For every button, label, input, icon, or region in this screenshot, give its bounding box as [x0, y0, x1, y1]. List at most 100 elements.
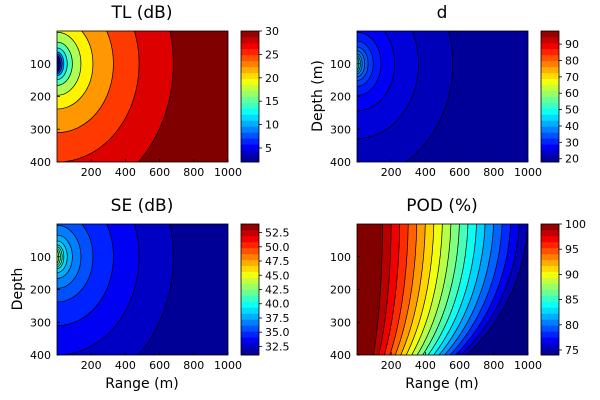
- panel-pod-colorbar: 75 80 85 90 95 100: [540, 218, 586, 357]
- panel-se-colorbar-band: [241, 265, 259, 273]
- panel-se-y-tick-label: 400: [30, 349, 51, 362]
- panel-se-colorbar: 32.535.037.540.042.5 45.047.550.052.5: [240, 223, 290, 356]
- panel-d-y-tick-label: 300: [330, 123, 351, 136]
- panel-se-colorbar-band: [241, 253, 259, 261]
- panel-se-colorbar-band: [241, 235, 259, 243]
- panel-se-colorbar-band: [241, 289, 259, 296]
- panel-pod-colorbar-tick-label: 80: [565, 319, 579, 332]
- panel-d-colorbar-band: [541, 144, 559, 151]
- panel-d-colorbar-band: [541, 72, 559, 80]
- panel-tl-x-tick-label: 600: [149, 166, 170, 179]
- panel-d-colorbar-tick-label: 30: [565, 136, 579, 149]
- panel-se-x-tick-label: 600: [149, 359, 170, 372]
- panel-d-colorbar-band: [541, 126, 559, 133]
- panel-pod-x-tick-label: 600: [449, 359, 470, 372]
- panel-pod-y-tick-label: 100: [330, 251, 351, 264]
- panel-se-colorbar-band: [241, 271, 259, 278]
- panel-d-colorbar-tick-label: 20: [565, 153, 579, 166]
- panel-pod-colorbar-band: [541, 331, 559, 338]
- panel-pod-colorbar-band: [541, 325, 559, 332]
- panel-pod-colorbar-band: [541, 265, 559, 273]
- panel-tl-x-tick-label: 800: [183, 166, 204, 179]
- panel-tl-y-tick-label: 300: [30, 123, 51, 136]
- panel-se-colorbar-tick-label: 32.5: [265, 340, 290, 353]
- panel-d-colorbar-band: [541, 48, 559, 56]
- panel-d-colorbar-tick-label: 70: [565, 71, 579, 84]
- panel-pod-colorbar-band: [541, 229, 559, 237]
- panel-d-colorbar-tick-label: 60: [565, 87, 579, 100]
- panel-pod-colorbar-band: [541, 224, 559, 231]
- panel-d-colorbar-tick-label: 50: [565, 104, 579, 117]
- panel-se-colorbar-band: [241, 325, 259, 332]
- panel-se-colorbar-band: [241, 224, 259, 231]
- panel-pod-colorbar-band: [541, 247, 559, 255]
- panel-tl-colorbar: 5 10 15 20 25 30: [240, 25, 279, 163]
- panel-se-colorbar-band: [241, 313, 259, 320]
- panel-d-x-tick-label: 200: [381, 166, 402, 179]
- panel-pod-colorbar-band: [541, 343, 559, 350]
- panel-tl-colorbar-band: [241, 132, 259, 139]
- panel-se-y-tick-label: 300: [30, 316, 51, 329]
- panel-se-colorbar-band: [241, 295, 259, 302]
- panel-pod-colorbar-band: [541, 349, 559, 356]
- panel-se-colorbar-tick-label: 42.5: [265, 284, 290, 297]
- panel-pod-colorbar-band: [541, 301, 559, 308]
- panel-d-colorbar-band: [541, 102, 559, 109]
- panel-pod-colorbar-band: [541, 289, 559, 296]
- panel-d-colorbar-frame: [540, 30, 560, 163]
- panel-d-y-tick-label: 100: [330, 58, 351, 71]
- panel-pod-x-tick-label: 1000: [514, 359, 542, 372]
- panel-d: 200 400 600 800 1000 100 200 300 400 20 30 40 50 60 70…: [310, 3, 579, 179]
- panel-se-colorbar-band: [241, 247, 259, 255]
- panel-d-x-tick-label: 400: [415, 166, 436, 179]
- panel-se-y-tick-label: 200: [30, 284, 51, 297]
- panel-tl-colorbar-tick-label: 15: [265, 95, 279, 108]
- panel-se-colorbar-band: [241, 307, 259, 314]
- panel-d-title: d: [437, 3, 448, 23]
- panel-se: 200 400 600 800 1000 100 200 300 400 32.535.037.5…: [10, 196, 290, 392]
- panel-pod-x-tick-label: 400: [415, 359, 436, 372]
- panel-pod-x-tick-label: 200: [381, 359, 402, 372]
- panel-tl-colorbar-band: [241, 31, 259, 38]
- panel-tl-colorbar-band: [241, 108, 259, 115]
- panel-tl-y-tick-label: 200: [30, 91, 51, 104]
- panel-tl-colorbar-band: [241, 48, 259, 56]
- panel-tl-colorbar-band: [241, 66, 259, 74]
- panel-pod-colorbar-band: [541, 277, 559, 284]
- panel-tl-colorbar-band: [241, 54, 259, 62]
- panel-tl-colorbar-tick-label: 20: [265, 72, 279, 85]
- panel-d-x-tick-label: 800: [483, 166, 504, 179]
- panel-tl-colorbar-band: [241, 42, 259, 50]
- panel-se-colorbar-band: [241, 331, 259, 338]
- panel-d-colorbar-band: [541, 156, 559, 163]
- panel-d-ylabel: Depth (m): [310, 60, 326, 132]
- panel-pod-contour-band: [357, 224, 383, 355]
- panel-pod-colorbar-tick-label: 75: [565, 344, 579, 357]
- panel-se-colorbar-band: [241, 319, 259, 326]
- panel-se-title: SE (dB): [111, 196, 174, 216]
- panel-pod-colorbar-tick-label: 90: [565, 268, 579, 281]
- panel-d-colorbar: 20 30 40 50 60 70 80 90: [540, 30, 579, 166]
- panel-se-colorbar-band: [241, 337, 259, 344]
- panel-tl-colorbar-band: [241, 126, 259, 133]
- panel-pod-colorbar-tick-label: 85: [565, 294, 579, 307]
- panel-pod-colorbar-band: [541, 241, 559, 249]
- panel-tl-colorbar-tick-label: 30: [265, 25, 279, 38]
- panel-se-colorbar-tick-label: 37.5: [265, 312, 290, 325]
- panel-pod-colorbar-band: [541, 283, 559, 290]
- panel-d-x-tick-label: 600: [449, 166, 470, 179]
- panel-tl-colorbar-band: [241, 144, 259, 151]
- panel-d-colorbar-band: [541, 96, 559, 103]
- panel-d-colorbar-band: [541, 84, 559, 91]
- panel-d-colorbar-band: [541, 138, 559, 145]
- panel-tl-colorbar-tick-label: 25: [265, 48, 279, 61]
- panel-pod-colorbar-band: [541, 253, 559, 261]
- panel-tl-colorbar-band: [241, 78, 259, 85]
- panel-tl-title: TL (dB): [111, 3, 173, 23]
- panel-se-y-tick-label: 100: [30, 251, 51, 264]
- panel-se-colorbar-band: [241, 241, 259, 249]
- panel-tl-colorbar-tick-label: 10: [265, 119, 279, 132]
- panel-tl-colorbar-band: [241, 60, 259, 68]
- panel-pod-colorbar-band: [541, 271, 559, 278]
- panel-tl-colorbar-band: [241, 138, 259, 145]
